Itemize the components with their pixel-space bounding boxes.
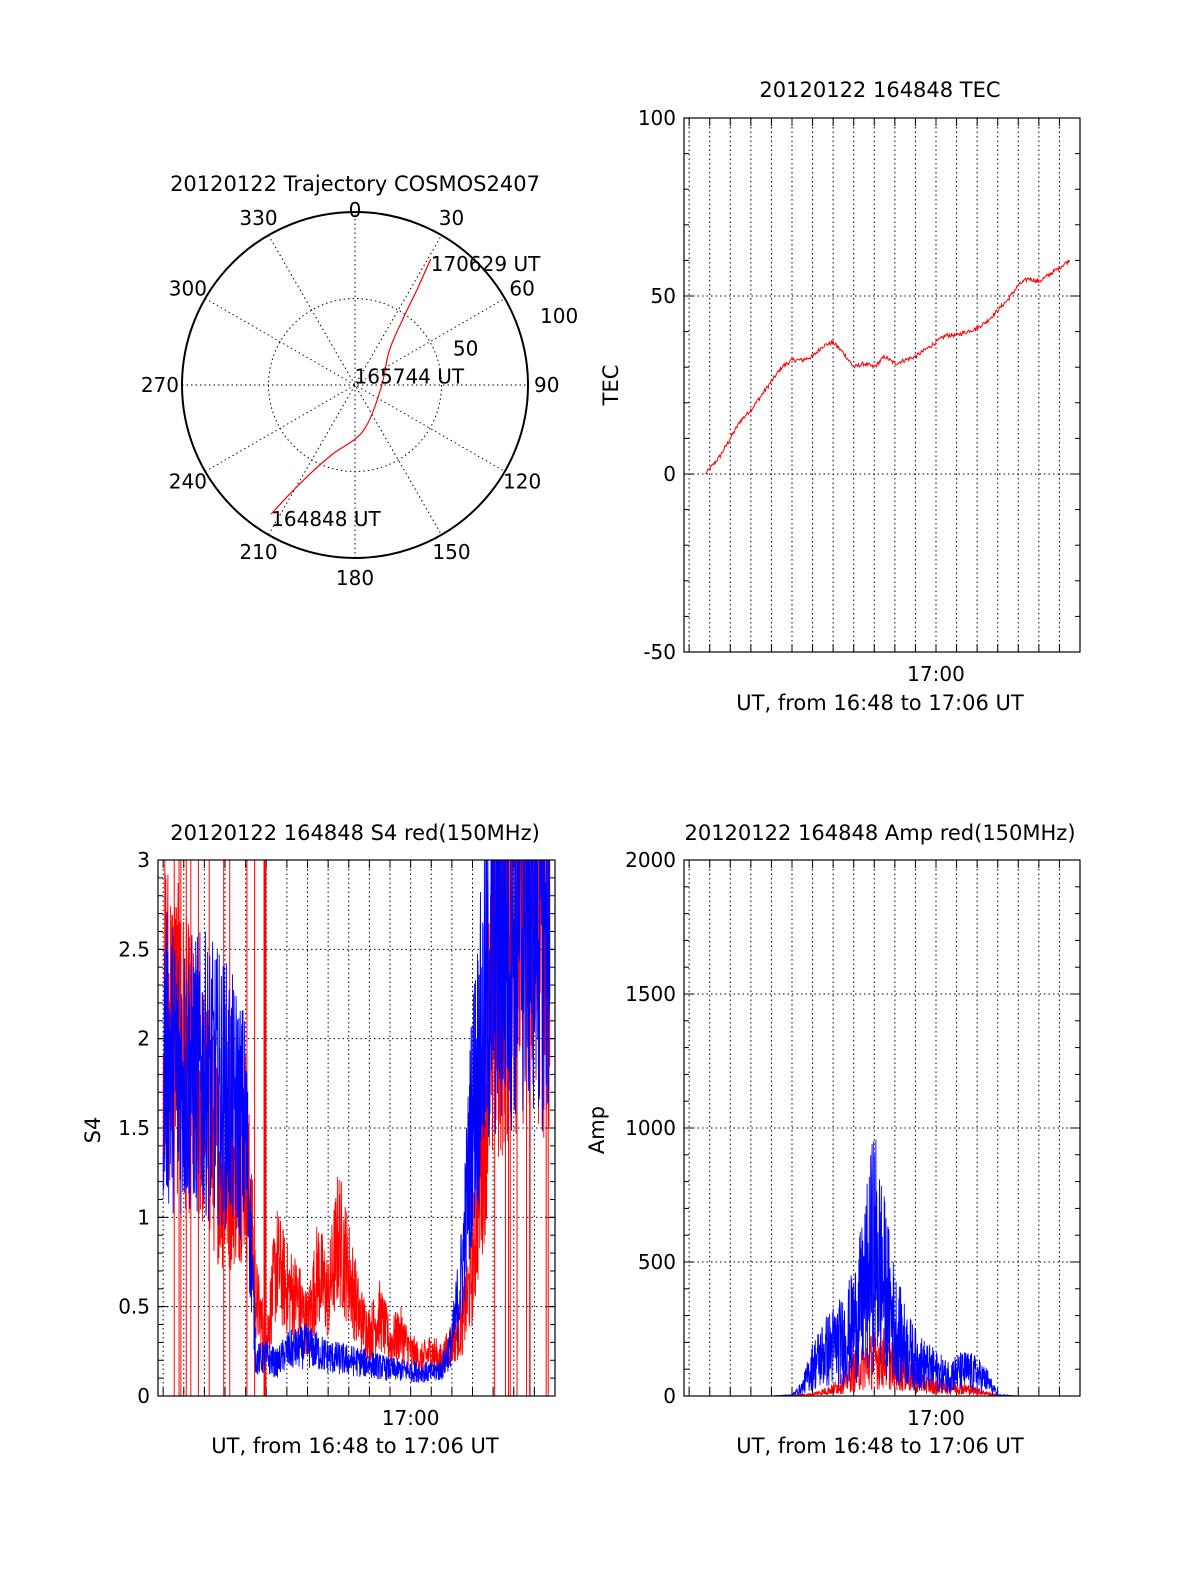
- polar-angle-label-30: 30: [439, 206, 464, 230]
- tec-panel: 20120122 164848 TEC TEC UT, from 16:48 t…: [599, 78, 1081, 715]
- amp-ytick-label: 0: [663, 1384, 676, 1408]
- s4-data: [162, 860, 551, 1396]
- polar-spoke-150: [268, 234, 442, 536]
- amp-ytick-label: 500: [638, 1250, 676, 1274]
- s4-ytick-label: 2: [137, 1027, 150, 1051]
- amp-xlabel: UT, from 16:48 to 17:06 UT: [736, 1434, 1024, 1458]
- trajectory-title: 20120122 Trajectory COSMOS2407: [170, 172, 540, 196]
- polar-angle-label-60: 60: [509, 277, 534, 301]
- polar-radial-label-50: 50: [453, 336, 478, 360]
- polar-angle-label-330: 330: [239, 206, 277, 230]
- tec-data: [705, 259, 1070, 475]
- tec-ytick-label: 0: [663, 462, 676, 486]
- amp-title: 20120122 164848 Amp red(150MHz): [684, 821, 1075, 845]
- amp-ytick-label: 2000: [625, 848, 676, 872]
- s4-ylabel: S4: [81, 1117, 105, 1144]
- s4-frame: [157, 859, 556, 1397]
- amp-ytick-label: 1500: [625, 982, 676, 1006]
- polar-angle-label-0: 0: [349, 198, 362, 222]
- tec-series-red: [705, 259, 1070, 475]
- amp-data: [689, 1139, 1075, 1396]
- polar-spoke-120: [204, 298, 506, 472]
- tec-ytick-label: 100: [638, 106, 676, 130]
- s4-xtick-label: 17:00: [382, 1406, 440, 1430]
- amp-xtick-label: 17:00: [907, 1406, 965, 1430]
- amp-ytick-label: 1000: [625, 1116, 676, 1140]
- track-annotation: 165744 UT: [355, 365, 465, 389]
- s4-ytick-label: 1: [137, 1205, 150, 1229]
- s4-xlabel: UT, from 16:48 to 17:06 UT: [211, 1434, 499, 1458]
- polar-angle-label-210: 210: [239, 540, 277, 564]
- s4-ytick-label: 0.5: [118, 1295, 150, 1319]
- polar-spoke-60: [204, 298, 506, 472]
- amp-panel: 20120122 164848 Amp red(150MHz) Amp UT, …: [585, 821, 1081, 1458]
- s4-series-blue: [162, 860, 551, 1383]
- s4-ytick-label: 2.5: [118, 937, 150, 961]
- polar-angle-label-180: 180: [336, 566, 374, 590]
- polar-angle-label-240: 240: [169, 470, 207, 494]
- s4-panel: 20120122 164848 S4 red(150MHz) S4 UT, fr…: [81, 821, 556, 1458]
- s4-title: 20120122 164848 S4 red(150MHz): [170, 821, 540, 845]
- s4-ytick-label: 0: [137, 1384, 150, 1408]
- tec-xlabel: UT, from 16:48 to 17:06 UT: [736, 691, 1024, 715]
- polar-angle-label-120: 120: [503, 470, 541, 494]
- track-annotation: 170629 UT: [431, 252, 541, 276]
- polar-angle-label-300: 300: [169, 277, 207, 301]
- amp-series-red: [689, 1327, 1075, 1396]
- amp-frame: [683, 859, 1081, 1397]
- tec-title: 20120122 164848 TEC: [759, 78, 1000, 102]
- amp-ylabel: Amp: [585, 1106, 609, 1154]
- polar-angle-label-270: 270: [141, 373, 179, 397]
- tec-ytick-label: -50: [643, 640, 676, 664]
- s4-ytick-label: 3: [137, 848, 150, 872]
- amp-series-blue: [689, 1139, 1075, 1396]
- tec-ylabel: TEC: [599, 365, 623, 407]
- satellite-track: [270, 258, 432, 515]
- tec-grid: [684, 117, 1081, 653]
- polar-spoke-30: [268, 234, 442, 536]
- tec-frame: [683, 117, 1081, 653]
- tec-ytick-label: 50: [651, 284, 676, 308]
- track-annotation: 164848 UT: [271, 507, 381, 531]
- trajectory-polar-panel: 20120122 Trajectory COSMOS2407 0 30 60 90 12…: [141, 172, 578, 590]
- polar-angle-label-150: 150: [432, 540, 470, 564]
- tec-xtick-label: 17:00: [907, 662, 965, 686]
- amp-grid: [684, 859, 1081, 1397]
- s4-ytick-label: 1.5: [118, 1116, 150, 1140]
- polar-radial-label-100: 100: [540, 304, 578, 328]
- polar-angle-label-90: 90: [534, 373, 559, 397]
